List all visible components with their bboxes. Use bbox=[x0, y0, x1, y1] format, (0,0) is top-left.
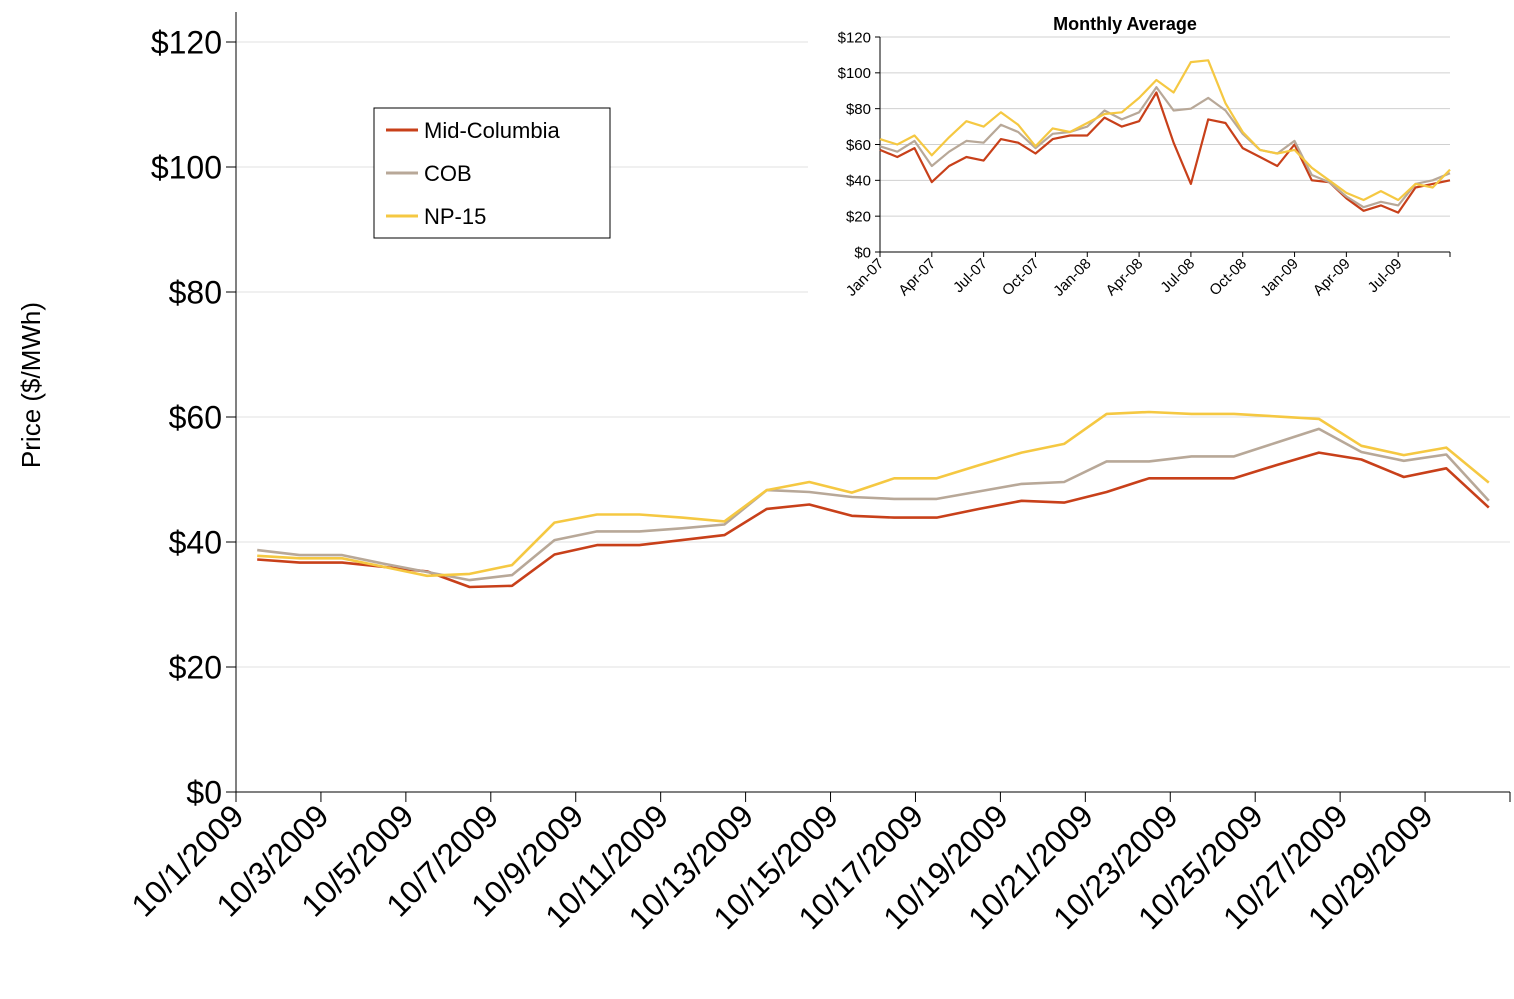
y-tick-label: $80 bbox=[846, 101, 871, 118]
y-tick-label: $120 bbox=[838, 29, 871, 46]
series-line bbox=[257, 410, 1490, 578]
y-tick-label: $40 bbox=[169, 525, 222, 561]
y-tick-label: $20 bbox=[169, 650, 222, 686]
chart-title: Monthly Average bbox=[1053, 14, 1197, 34]
y-tick-label: $20 bbox=[846, 209, 871, 226]
y-tick-label: $60 bbox=[169, 400, 222, 436]
y-tick-label: $100 bbox=[151, 150, 222, 186]
legend-label: NP-15 bbox=[424, 204, 486, 229]
series-line bbox=[257, 427, 1490, 582]
series-line bbox=[879, 59, 1451, 202]
legend: Mid-Columbia COB NP-15 bbox=[373, 107, 611, 239]
y-axis-label: Price ($/MWh) bbox=[16, 302, 46, 468]
y-tick-label: $40 bbox=[846, 173, 871, 190]
legend-label: COB bbox=[424, 161, 472, 186]
y-tick-label: $100 bbox=[838, 65, 871, 82]
y-tick-label: $0 bbox=[854, 244, 871, 261]
series-line bbox=[879, 86, 1451, 209]
inset-background bbox=[808, 0, 1514, 372]
legend-label: Mid-Columbia bbox=[424, 118, 560, 143]
y-tick-label: $80 bbox=[169, 275, 222, 311]
series-line bbox=[257, 451, 1490, 589]
series-line bbox=[879, 91, 1451, 214]
y-tick-label: $0 bbox=[186, 775, 222, 811]
y-tick-label: $60 bbox=[846, 137, 871, 154]
y-tick-label: $120 bbox=[151, 25, 222, 61]
